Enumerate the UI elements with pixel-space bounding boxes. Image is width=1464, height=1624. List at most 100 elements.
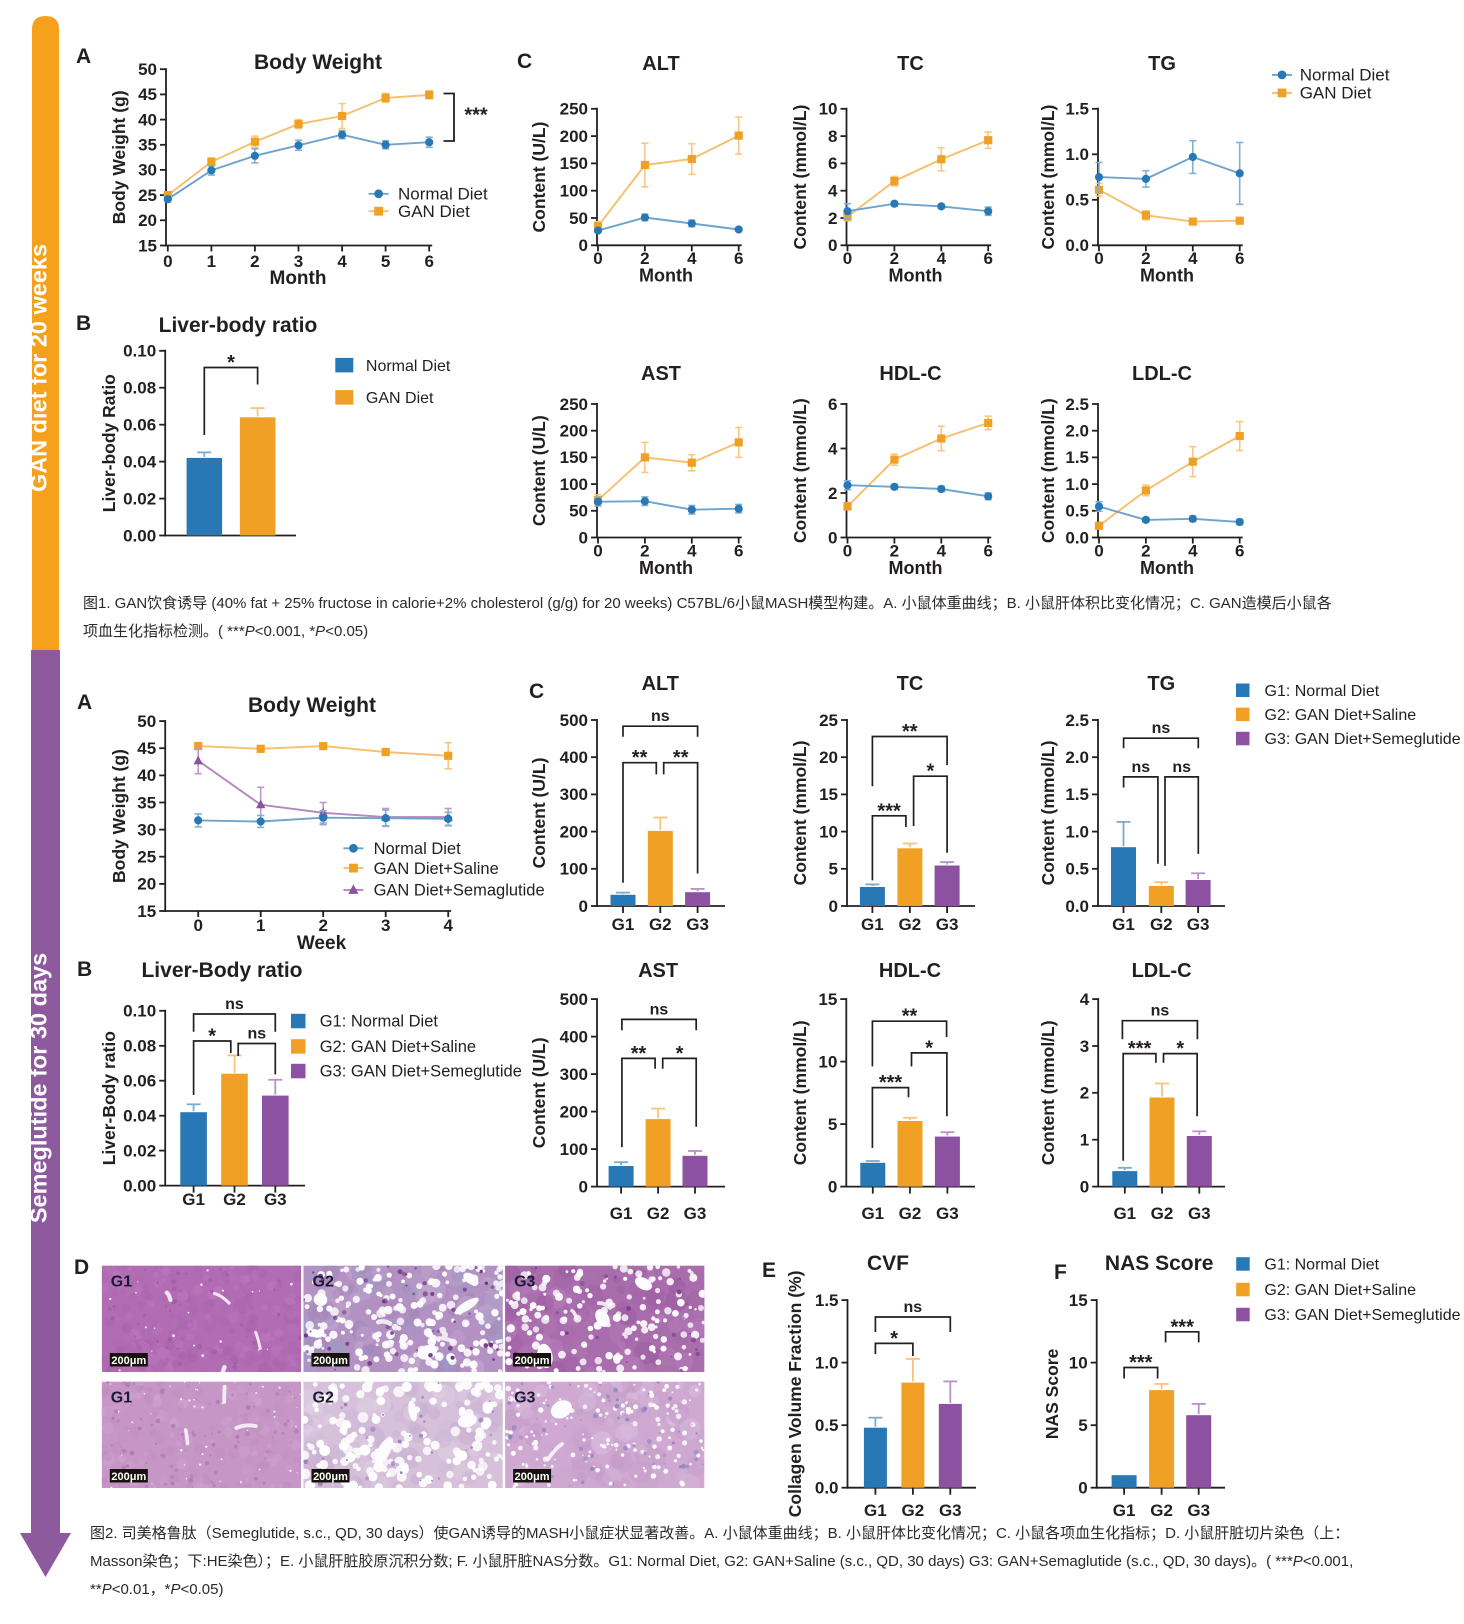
svg-text:Month: Month [1140, 558, 1194, 578]
svg-text:G1: G1 [861, 915, 884, 934]
svg-text:2: 2 [890, 249, 899, 268]
svg-text:Normal Diet: Normal Diet [398, 185, 488, 204]
svg-text:Content (mmol/L): Content (mmol/L) [1038, 398, 1058, 543]
svg-text:Liver-Body ratio: Liver-Body ratio [99, 1031, 119, 1165]
svg-text:200μm: 200μm [313, 1471, 348, 1483]
svg-text:**: ** [902, 1006, 918, 1028]
svg-text:Content (U/L): Content (U/L) [529, 415, 549, 526]
svg-text:G1: G1 [111, 1390, 132, 1407]
svg-text:2: 2 [1080, 1084, 1089, 1103]
svg-text:0.00: 0.00 [123, 526, 156, 545]
svg-text:Content (mmol/L): Content (mmol/L) [790, 398, 810, 543]
svg-text:G3: G3 [1187, 1501, 1210, 1520]
svg-text:25: 25 [819, 711, 838, 730]
svg-text:0.5: 0.5 [815, 1416, 839, 1435]
svg-text:2: 2 [890, 542, 899, 561]
svg-text:G2: G2 [223, 1190, 246, 1209]
svg-text:6: 6 [828, 395, 837, 414]
svg-text:HDL-C: HDL-C [879, 363, 941, 385]
svg-text:6: 6 [983, 249, 992, 268]
svg-text:4: 4 [937, 249, 947, 268]
svg-text:0: 0 [1094, 542, 1103, 561]
svg-text:GAN Diet+Semaglutide: GAN Diet+Semaglutide [374, 882, 545, 900]
svg-text:*: * [890, 1328, 898, 1350]
svg-text:1.0: 1.0 [1065, 475, 1089, 494]
svg-text:G3: G3 [936, 1204, 959, 1223]
svg-text:Month: Month [889, 266, 943, 286]
svg-text:4: 4 [337, 252, 347, 271]
svg-text:0: 0 [193, 916, 202, 935]
svg-text:6: 6 [424, 252, 433, 271]
svg-text:Week: Week [297, 933, 347, 954]
svg-text:0: 0 [828, 236, 837, 255]
svg-text:0: 0 [843, 542, 852, 561]
svg-text:250: 250 [560, 395, 588, 414]
svg-text:30: 30 [138, 161, 157, 180]
svg-text:400: 400 [560, 1027, 588, 1046]
svg-text:1.5: 1.5 [1065, 100, 1089, 119]
svg-text:G3: G3 [686, 915, 709, 934]
svg-text:2.0: 2.0 [1065, 422, 1089, 441]
svg-text:Content (mmol/L): Content (mmol/L) [790, 741, 810, 886]
svg-text:2: 2 [640, 542, 649, 561]
svg-text:Content (mmol/L): Content (mmol/L) [1038, 1020, 1058, 1165]
svg-text:2: 2 [1141, 542, 1150, 561]
svg-text:G3: G3 [514, 1390, 535, 1407]
svg-text:*: * [227, 352, 235, 374]
svg-text:15: 15 [818, 990, 837, 1009]
svg-text:15: 15 [819, 785, 838, 804]
svg-text:G1: G1 [1112, 915, 1135, 934]
svg-text:6: 6 [828, 154, 837, 173]
svg-text:Liver-body ratio: Liver-body ratio [159, 314, 318, 337]
svg-text:G1: Normal Diet: G1: Normal Diet [320, 1013, 439, 1031]
svg-text:***: *** [464, 105, 488, 127]
svg-text:10: 10 [1069, 1353, 1088, 1372]
svg-text:200μm: 200μm [313, 1355, 348, 1367]
svg-text:G2: GAN Diet+Saline: G2: GAN Diet+Saline [1264, 1282, 1416, 1299]
svg-text:3: 3 [1080, 1037, 1089, 1056]
svg-text:ALT: ALT [642, 53, 679, 75]
svg-text:***: *** [1171, 1316, 1195, 1338]
svg-text:CVF: CVF [867, 1252, 909, 1275]
svg-text:Content (mmol/L): Content (mmol/L) [790, 105, 810, 250]
svg-text:0: 0 [843, 249, 852, 268]
svg-text:150: 150 [560, 154, 588, 173]
svg-text:0.08: 0.08 [123, 1037, 156, 1056]
svg-text:6: 6 [734, 249, 743, 268]
svg-text:100: 100 [560, 860, 588, 879]
svg-text:G1: G1 [610, 1204, 633, 1223]
svg-text:2.0: 2.0 [1065, 748, 1089, 767]
svg-text:G1: G1 [1113, 1501, 1136, 1520]
svg-text:200: 200 [560, 1102, 588, 1121]
svg-text:G3: G3 [264, 1190, 287, 1209]
svg-text:*: * [676, 1043, 684, 1065]
svg-text:*: * [925, 1037, 933, 1059]
svg-text:6: 6 [1235, 249, 1244, 268]
svg-text:0.06: 0.06 [123, 416, 156, 435]
svg-text:0: 0 [579, 897, 588, 916]
svg-text:4: 4 [443, 916, 453, 935]
svg-text:G3: GAN Diet+Semeglutide: G3: GAN Diet+Semeglutide [320, 1063, 522, 1081]
svg-text:Liver-Body ratio: Liver-Body ratio [141, 959, 302, 982]
svg-text:50: 50 [137, 712, 156, 731]
svg-text:5: 5 [1078, 1416, 1087, 1435]
svg-text:Body Weight: Body Weight [254, 51, 382, 74]
svg-text:G2: G2 [1151, 1204, 1174, 1223]
svg-text:2.5: 2.5 [1065, 711, 1089, 730]
svg-text:Content (mmol/L): Content (mmol/L) [1038, 741, 1058, 886]
svg-text:200: 200 [560, 822, 588, 841]
svg-text:2: 2 [828, 209, 837, 228]
svg-text:40: 40 [137, 766, 156, 785]
svg-text:Month: Month [639, 558, 693, 578]
svg-text:LDL-C: LDL-C [1132, 960, 1192, 982]
svg-text:20: 20 [138, 211, 157, 230]
svg-text:***: *** [879, 1072, 903, 1094]
svg-text:***: *** [1129, 1352, 1153, 1374]
svg-text:4: 4 [828, 182, 838, 201]
svg-text:4: 4 [828, 439, 838, 458]
svg-text:G2: G2 [313, 1390, 334, 1407]
svg-text:6: 6 [1235, 542, 1244, 561]
svg-text:Body Weight (g): Body Weight (g) [109, 749, 129, 883]
svg-text:6: 6 [734, 542, 743, 561]
svg-text:0: 0 [829, 897, 838, 916]
